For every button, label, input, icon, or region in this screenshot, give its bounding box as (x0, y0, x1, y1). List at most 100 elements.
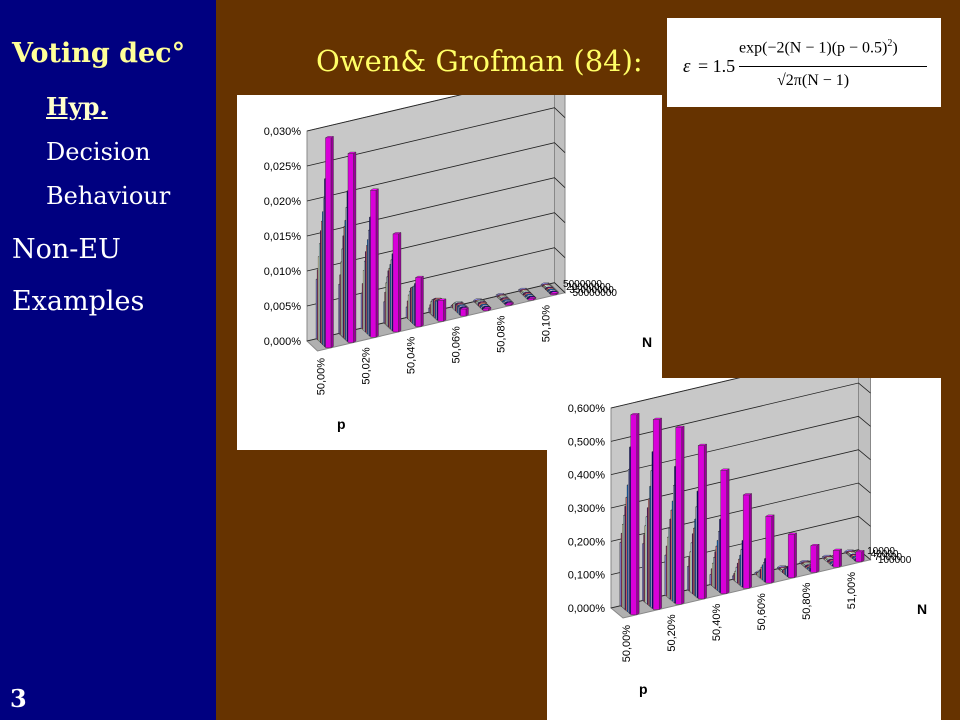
x-tick-label: 50,20% (666, 614, 678, 652)
bar (765, 516, 772, 584)
gridline (306, 212, 566, 272)
bar (832, 550, 840, 568)
gridline (610, 382, 871, 442)
formula-lhs: ε (683, 56, 691, 77)
formula-exponent: 2 (887, 38, 893, 49)
depth-tick-label: 35000000 (569, 285, 614, 296)
bar (392, 233, 399, 333)
depth-tick-label: 70000 (874, 552, 902, 563)
bar-side (726, 468, 730, 595)
x-tick-label: 50,60% (756, 593, 768, 631)
bar (370, 190, 377, 338)
x-tick-label: 50,00% (315, 358, 327, 396)
bar-side (816, 543, 820, 573)
x-axis-title: p (639, 681, 648, 697)
bar (437, 300, 444, 322)
slide-number: 3 (10, 684, 27, 713)
bar-side (771, 514, 775, 584)
nav-item-decision[interactable]: Decision (46, 138, 151, 166)
bar-side (398, 232, 402, 333)
depth-tick-label: 100000 (878, 555, 912, 566)
bar (742, 494, 750, 589)
gridline (610, 449, 871, 509)
chart-small-n-svg: 0,000% 0,100% 0,200% 0,300% 0,400% 0,500% 0,60… (568, 378, 927, 697)
x-tick-label: 50,00% (621, 625, 633, 663)
gridline (306, 95, 462, 132)
y-tick-label: 0,005% (264, 301, 302, 313)
y-tick-label: 0,400% (568, 470, 606, 482)
bar-side (681, 425, 685, 605)
bar-side (658, 417, 662, 610)
y-tick-label: 0,200% (568, 536, 606, 548)
bar (505, 303, 512, 306)
formula-coefficient: = 1.5 (698, 56, 736, 76)
depth-axis-title: N (917, 601, 927, 617)
gridline (306, 142, 566, 202)
y-tick-label: 0,100% (568, 570, 606, 582)
formula-numerator: exp(−2(N − 1)(p − 0.5)2) (739, 38, 898, 57)
chart-large-n-svg: 0,000% 0,005% 0,010% 0,015% 0,020% 0,025% 0,03… (264, 95, 652, 432)
x-tick-label: 50,10% (540, 305, 552, 343)
formula-numerator-close: ) (892, 39, 898, 57)
x-tick-label: 50,02% (360, 347, 372, 385)
bar-side (443, 298, 447, 322)
bar (630, 414, 637, 616)
x-tick-label: 50,40% (711, 604, 723, 642)
bar-side (861, 549, 865, 563)
y-tick-label: 0,010% (264, 266, 302, 278)
depth-axis-title: N (642, 334, 652, 350)
bar (787, 534, 795, 578)
y-tick-label: 0,500% (568, 436, 606, 448)
bar-side (420, 275, 424, 328)
bar-side (353, 151, 357, 343)
y-tick-label: 0,015% (264, 231, 302, 243)
bar-side (838, 548, 842, 568)
slide-heading: Owen& Grofman (84): (316, 44, 643, 78)
bar-side (375, 188, 379, 338)
section-title[interactable]: Voting dec° (12, 38, 186, 69)
depth-tick-label: 5000000 (563, 279, 602, 290)
y-tick-label: 0,030% (264, 126, 302, 138)
nav-item-examples[interactable]: Examples (12, 286, 145, 317)
bar (550, 293, 557, 296)
depth-tick-label: 50000000 (572, 288, 617, 299)
depth-tick-label: 20000000 (566, 282, 611, 293)
y-tick-label: 0,000% (568, 603, 606, 615)
bar (415, 277, 422, 327)
bar (675, 427, 682, 605)
x-tick-label: 51,00% (846, 572, 858, 610)
formula-fraction-bar (739, 66, 927, 67)
x-tick-label: 50,08% (495, 315, 507, 353)
gridline (306, 177, 566, 237)
bar (720, 470, 727, 594)
nav-item-non-eu[interactable]: Non-EU (12, 234, 121, 265)
gridline (610, 378, 741, 409)
formula-box: ε = 1.5 exp(−2(N − 1)(p − 0.5)2) √2π(N −… (667, 18, 941, 107)
nav-item-hyp[interactable]: Hyp. (46, 92, 108, 121)
bar (347, 153, 354, 343)
bar (855, 551, 862, 563)
formula-denominator: √2π(N − 1) (777, 72, 850, 89)
bar (460, 308, 467, 317)
nav-item-behaviour[interactable]: Behaviour (46, 182, 171, 210)
bar (652, 419, 660, 610)
back-wall (858, 378, 871, 561)
bar (325, 137, 332, 349)
bar-side (793, 532, 797, 579)
gridline (610, 482, 871, 542)
bar-side (703, 443, 707, 600)
gridline (610, 415, 871, 476)
x-tick-label: 50,04% (405, 337, 417, 375)
bar-side (748, 493, 752, 589)
x-tick-label: 50,80% (801, 582, 813, 620)
bar (810, 545, 817, 573)
bar (527, 298, 534, 301)
bar (697, 445, 705, 600)
sidebar: Voting dec° Hyp. Decision Behaviour Non-… (0, 0, 216, 720)
x-tick-label: 50,06% (450, 326, 462, 364)
y-tick-label: 0,300% (568, 503, 606, 515)
chart-small-n: 0,000% 0,100% 0,200% 0,300% 0,400% 0,500% 0,60… (547, 378, 941, 720)
x-axis-title: p (337, 416, 346, 432)
depth-tick-label: 40000 (871, 549, 899, 560)
y-tick-label: 0,600% (568, 403, 606, 415)
